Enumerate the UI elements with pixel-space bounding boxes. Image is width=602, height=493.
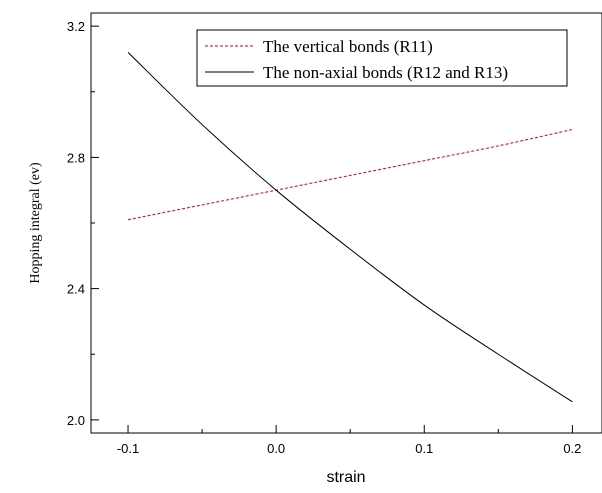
legend-label-vertical-bonds: The vertical bonds (R11): [263, 37, 433, 56]
legend-label-non-axial-bonds: The non-axial bonds (R12 and R13): [263, 63, 508, 82]
x-tick-label: -0.1: [117, 441, 139, 456]
x-tick-label: 0.1: [415, 441, 433, 456]
legend-box: [196, 29, 568, 87]
y-tick-label: 2.4: [67, 282, 85, 297]
axis-ticks: -0.1 0.0 0.1 0.2 2.0 2.4 2.8 3.2: [67, 19, 581, 456]
y-tick-label: 2.0: [67, 413, 85, 428]
series-line-1: [127, 52, 573, 403]
series-line-0: [127, 128, 573, 221]
y-axis-label: Hopping integral (ev): [28, 162, 43, 284]
x-axis-label: strain: [326, 469, 365, 486]
y-tick-label: 2.8: [67, 150, 85, 165]
series-layer: [127, 52, 573, 403]
x-tick-label: 0.0: [267, 441, 285, 456]
legend: The vertical bonds (R11) The non-axial b…: [196, 29, 568, 87]
y-tick-label: 3.2: [67, 19, 85, 34]
x-tick-label: 0.2: [563, 441, 581, 456]
